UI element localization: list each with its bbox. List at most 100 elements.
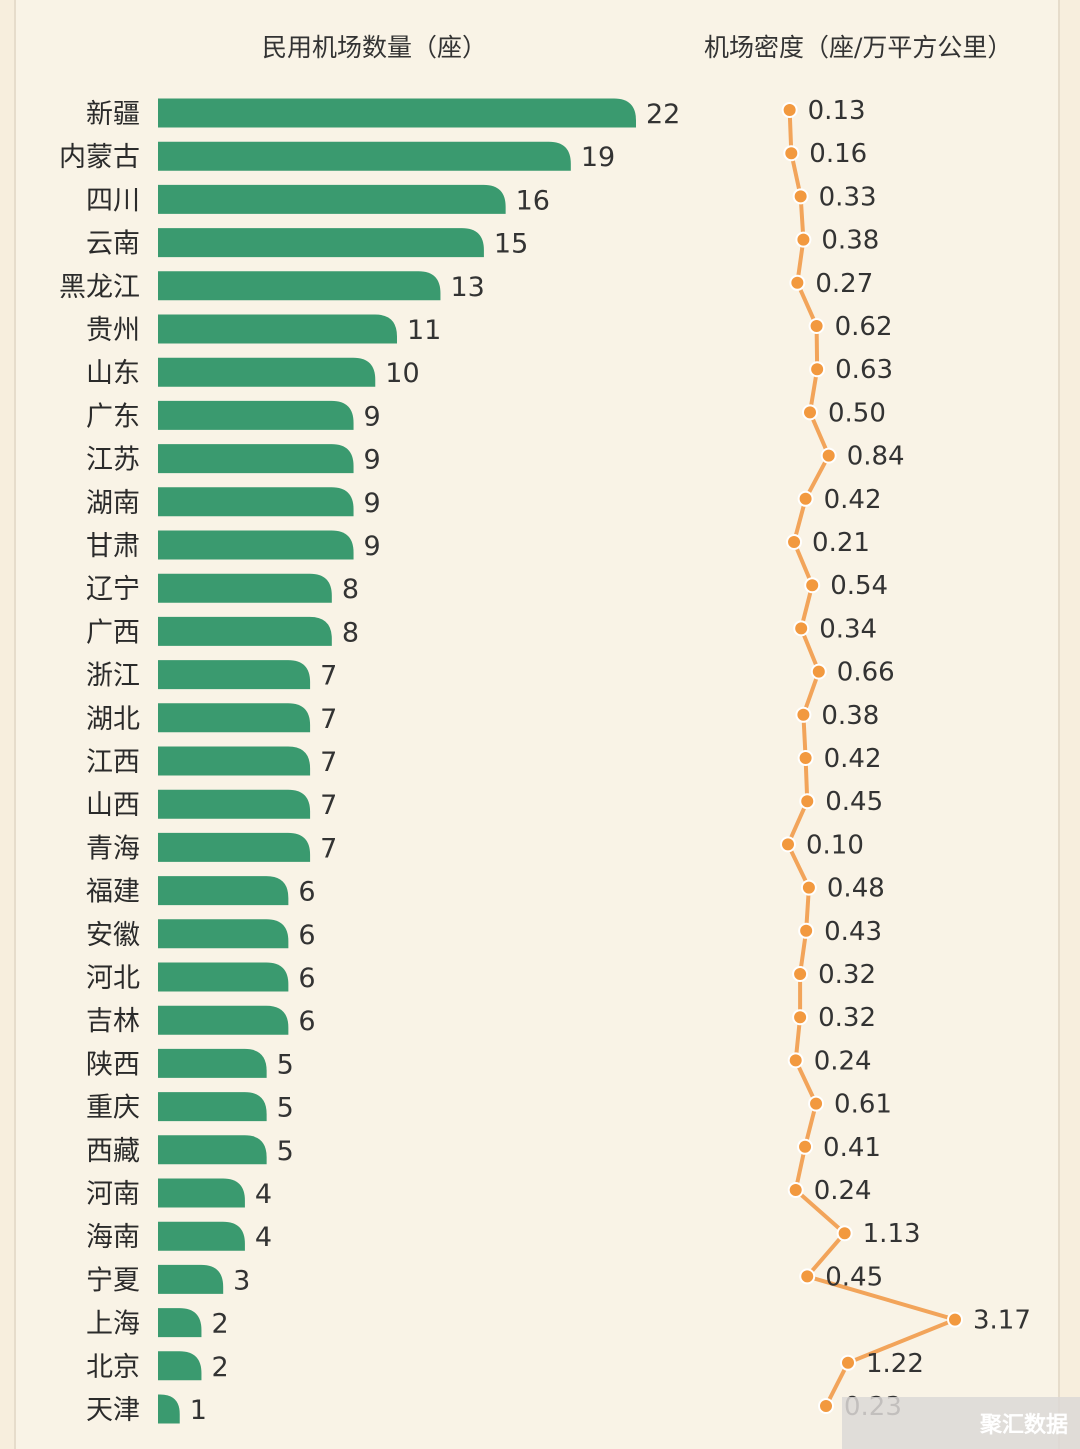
bar [158,1048,267,1078]
density-value-label: 1.22 [866,1349,924,1379]
density-value-label: 0.13 [808,96,866,126]
bar [158,1221,245,1251]
bar-value-label: 7 [320,747,337,778]
bar-value-label: 7 [320,704,337,735]
density-point [840,1354,856,1371]
watermark: 聚汇数据 [842,1397,1080,1449]
bar [158,184,506,214]
density-point [802,404,818,421]
bar [158,703,311,733]
category-label: 辽宁 [86,574,140,605]
category-label: 河南 [86,1179,140,1210]
density-value-label: 1.13 [863,1219,921,1249]
bar-value-label: 2 [211,1352,228,1383]
bar-value-label: 9 [364,401,381,432]
bar-value-label: 7 [320,661,337,692]
density-point [795,706,812,723]
bar-value-label: 7 [320,833,337,864]
density-value-label: 0.43 [824,917,882,947]
bar [158,1135,267,1165]
bar-value-label: 4 [255,1222,272,1253]
bar-value-label: 5 [277,1093,294,1124]
density-chart-title: 机场密度（座/万平方公里） [704,33,1013,62]
density-value-label: 0.32 [818,960,876,990]
category-label: 内蒙古 [59,142,140,173]
density-value-label: 0.41 [823,1133,881,1163]
bar-value-label: 7 [320,790,337,821]
category-label: 宁夏 [86,1265,140,1296]
density-point [797,1138,814,1155]
bar [158,444,354,474]
category-label: 陕西 [86,1049,140,1080]
density-point [795,231,812,248]
bar-value-label: 10 [385,358,419,389]
density-point [792,966,809,982]
bar [158,1394,180,1424]
bar-value-label: 6 [298,877,315,908]
bar-value-label: 3 [233,1265,250,1296]
density-point [818,1398,834,1414]
category-label: 青海 [86,833,140,864]
category-label: 重庆 [86,1093,140,1124]
category-label: 江苏 [86,445,140,476]
density-value-label: 0.84 [847,442,905,472]
category-label: 云南 [86,229,140,260]
density-point [810,663,827,680]
category-label: 广东 [86,401,140,432]
density-value-label: 0.62 [835,312,893,342]
density-point [799,793,816,810]
density-value-label: 0.54 [830,571,888,601]
density-value-label: 0.38 [821,701,879,731]
bar [158,660,311,690]
category-label: 四川 [86,185,140,216]
density-point [797,490,814,507]
density-value-label: 0.27 [815,269,873,299]
bar-value-label: 1 [190,1395,207,1426]
density-point [820,447,837,464]
bar [158,1264,224,1294]
density-point [800,879,817,896]
bar [158,616,332,646]
bar [158,832,311,862]
category-label: 海南 [86,1222,140,1253]
bar-value-label: 8 [342,574,359,605]
density-point [789,274,806,291]
density-value-label: 0.32 [818,1003,876,1033]
category-label: 西藏 [86,1136,140,1167]
density-point [798,922,815,939]
bar [158,314,397,344]
bar-value-label: 5 [277,1136,294,1167]
bar [158,98,636,128]
density-point [809,361,826,378]
density-value-label: 0.48 [827,874,885,904]
density-point [787,1052,804,1069]
category-label: 山东 [86,358,140,389]
bar-value-label: 22 [646,99,680,130]
density-point [792,188,809,205]
bar-value-label: 6 [298,920,315,951]
category-label: 湖南 [86,488,140,519]
category-label: 湖北 [86,704,140,735]
bar-value-label: 9 [364,531,381,562]
bar-value-label: 15 [494,229,528,260]
bar [158,789,311,819]
density-value-label: 0.33 [819,182,877,212]
density-point [808,318,825,334]
density-value-label: 3.17 [973,1306,1031,1336]
bar [158,1178,245,1208]
bar-value-label: 6 [298,963,315,994]
bar-value-label: 2 [211,1309,228,1340]
category-label: 安徽 [86,920,140,951]
density-point [799,1268,816,1285]
density-value-label: 0.42 [824,744,882,774]
bar [158,357,376,387]
category-label: 上海 [86,1309,140,1340]
bar [158,919,289,949]
density-point [804,577,821,594]
category-label: 吉林 [86,1006,140,1037]
density-value-label: 0.63 [835,355,893,385]
category-label: 北京 [86,1352,140,1383]
density-point [808,1095,825,1112]
category-label: 福建 [86,877,140,908]
density-value-label: 0.42 [824,485,882,515]
